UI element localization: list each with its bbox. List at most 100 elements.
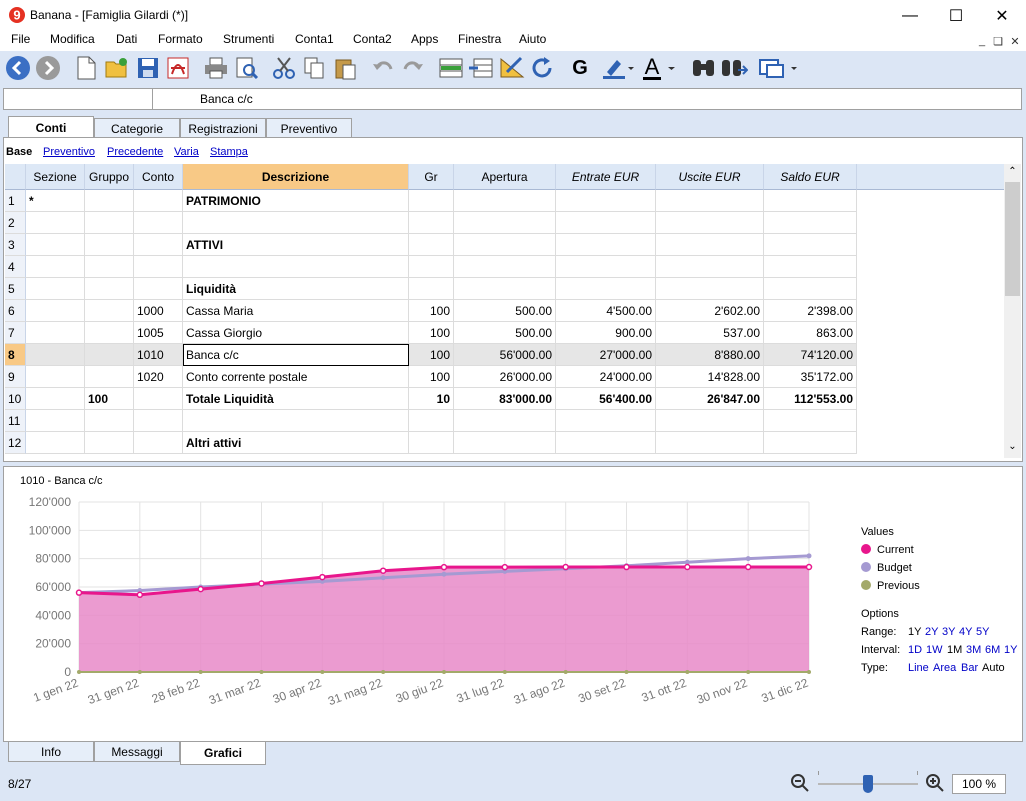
table-cell[interactable] — [26, 388, 85, 410]
legend-item-previous[interactable]: Previous — [861, 580, 920, 592]
print-icon[interactable] — [202, 53, 230, 83]
table-cell[interactable] — [183, 256, 409, 278]
table-cell[interactable] — [85, 300, 134, 322]
table-cell[interactable]: Totale Liquidità — [183, 388, 409, 410]
table-cell[interactable] — [26, 432, 85, 454]
table-cell[interactable] — [656, 256, 764, 278]
table-cell[interactable] — [409, 278, 454, 300]
zoom-level-field[interactable]: 100 % — [952, 774, 1006, 794]
table-cell[interactable]: 900.00 — [556, 322, 656, 344]
legend-item-current[interactable]: Current — [861, 544, 914, 556]
table-cell[interactable]: 100 — [409, 322, 454, 344]
table-cell[interactable] — [26, 234, 85, 256]
table-cell[interactable] — [85, 366, 134, 388]
row-number[interactable]: 2 — [5, 212, 26, 234]
table-cell[interactable]: 100 — [409, 300, 454, 322]
table-cell[interactable] — [85, 212, 134, 234]
table-row[interactable]: 11 — [5, 410, 857, 432]
refresh-icon[interactable] — [529, 53, 557, 83]
type-option-area[interactable]: Area — [933, 662, 957, 674]
table-row[interactable]: 8 1010 Banca c/c 100 56'000.00 27'000.00 8'880… — [5, 344, 857, 366]
table-cell[interactable] — [454, 212, 556, 234]
table-cell[interactable] — [134, 190, 183, 212]
table-cell[interactable]: 100 — [409, 366, 454, 388]
table-cell[interactable] — [134, 256, 183, 278]
table-cell[interactable]: 8'880.00 — [656, 344, 764, 366]
table-cell[interactable] — [556, 256, 656, 278]
tab-registrazioni[interactable]: Registrazioni — [180, 118, 266, 138]
menu-strumenti[interactable]: Strumenti — [223, 32, 275, 46]
new-file-icon[interactable] — [72, 53, 100, 83]
table-cell[interactable] — [409, 212, 454, 234]
scroll-up-icon[interactable]: ⌃ — [1008, 166, 1017, 177]
table-cell[interactable] — [134, 432, 183, 454]
column-header[interactable]: Saldo EUR — [764, 164, 857, 190]
table-cell[interactable] — [656, 410, 764, 432]
column-header[interactable]: Gr — [409, 164, 454, 190]
column-header[interactable]: Entrate EUR — [556, 164, 656, 190]
table-cell[interactable] — [454, 190, 556, 212]
table-cell[interactable] — [26, 322, 85, 344]
view-base[interactable]: Base — [6, 146, 33, 158]
find-next-icon[interactable] — [720, 53, 748, 83]
table-cell[interactable]: 1000 — [134, 300, 183, 322]
legend-item-budget[interactable]: Budget — [861, 562, 912, 574]
table-cell[interactable] — [454, 278, 556, 300]
cell-path-bar[interactable] — [3, 88, 1022, 110]
table-cell[interactable]: 27'000.00 — [556, 344, 656, 366]
table-cell[interactable] — [556, 190, 656, 212]
table-row[interactable]: 2 — [5, 212, 857, 234]
table-cell[interactable] — [85, 234, 134, 256]
highlight-color-icon[interactable] — [600, 53, 636, 83]
range-option-4y[interactable]: 4Y — [959, 626, 973, 638]
table-cell[interactable]: 26'000.00 — [454, 366, 556, 388]
table-cell[interactable]: 35'172.00 — [764, 366, 857, 388]
column-header[interactable]: Descrizione — [183, 164, 409, 190]
redo-icon[interactable] — [399, 53, 427, 83]
table-cell[interactable] — [556, 410, 656, 432]
minimize-icon[interactable]: — — [902, 6, 918, 24]
column-header[interactable]: Gruppo — [85, 164, 134, 190]
table-cell[interactable] — [764, 190, 857, 212]
table-row[interactable]: 5 Liquidità — [5, 278, 857, 300]
save-icon[interactable] — [134, 53, 162, 83]
table-cell[interactable] — [134, 234, 183, 256]
tab-grafici[interactable]: Grafici — [180, 742, 266, 765]
table-cell[interactable] — [85, 410, 134, 432]
table-cell[interactable] — [764, 432, 857, 454]
interval-option-3m[interactable]: 3M — [966, 644, 982, 656]
table-cell[interactable] — [409, 234, 454, 256]
range-option-3y[interactable]: 3Y — [942, 626, 956, 638]
type-option-auto[interactable]: Auto — [982, 662, 1005, 674]
type-option-bar[interactable]: Bar — [961, 662, 979, 674]
table-cell[interactable] — [26, 278, 85, 300]
row-number[interactable]: 6 — [5, 300, 26, 322]
table-cell[interactable]: PATRIMONIO — [183, 190, 409, 212]
table-row[interactable]: 12 Altri attivi — [5, 432, 857, 454]
table-cell[interactable]: 2'398.00 — [764, 300, 857, 322]
table-cell[interactable] — [85, 256, 134, 278]
close-icon[interactable]: ✕ — [995, 7, 1009, 25]
tab-categorie[interactable]: Categorie — [94, 118, 180, 138]
table-cell[interactable]: 112'553.00 — [764, 388, 857, 410]
table-cell[interactable] — [764, 234, 857, 256]
table-cell[interactable] — [556, 278, 656, 300]
delete-row-icon[interactable] — [467, 53, 495, 83]
table-cell[interactable] — [85, 322, 134, 344]
table-cell[interactable]: * — [26, 190, 85, 212]
table-cell[interactable]: 14'828.00 — [656, 366, 764, 388]
table-cell[interactable] — [454, 234, 556, 256]
table-cell[interactable] — [409, 190, 454, 212]
tab-conti[interactable]: Conti — [8, 116, 94, 138]
table-cell[interactable]: 24'000.00 — [556, 366, 656, 388]
row-number[interactable]: 12 — [5, 432, 26, 454]
table-cell[interactable] — [656, 190, 764, 212]
view-precedente[interactable]: Precedente — [107, 146, 164, 158]
interval-option-1d[interactable]: 1D — [908, 644, 923, 656]
menu-aiuto[interactable]: Aiuto — [519, 32, 547, 46]
column-header[interactable]: Apertura — [454, 164, 556, 190]
menu-conta2[interactable]: Conta2 — [353, 32, 392, 46]
table-cell[interactable] — [656, 212, 764, 234]
table-cell[interactable]: 26'847.00 — [656, 388, 764, 410]
view-stampa[interactable]: Stampa — [210, 146, 248, 158]
